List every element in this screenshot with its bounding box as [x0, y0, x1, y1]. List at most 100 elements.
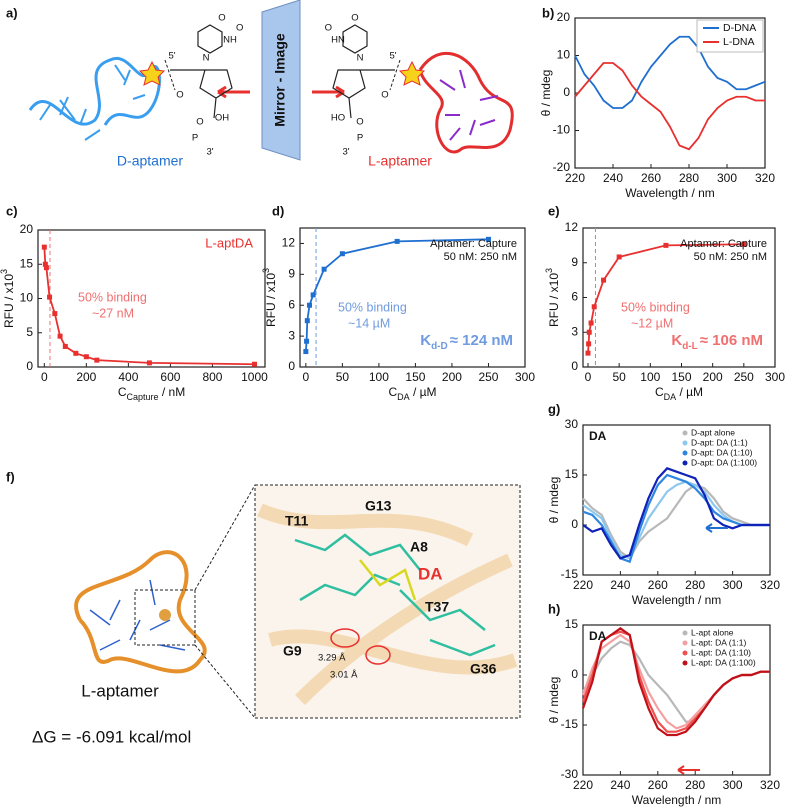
- y-tick-label: -30: [561, 767, 579, 781]
- legend-marker: [682, 650, 688, 656]
- mirror-label: Mirror - Image: [272, 33, 288, 127]
- x-axis-label: Wavelength / nm: [632, 593, 722, 607]
- x-tick-label: 240: [610, 778, 630, 792]
- y-axis-label-main: θ / mdeg: [547, 477, 561, 524]
- data-point: [62, 343, 68, 349]
- residue-label: G9: [283, 643, 302, 659]
- residue-label: T37: [425, 599, 449, 615]
- residue-label: G36: [470, 661, 497, 677]
- chem-label: O: [176, 90, 183, 101]
- panel-label: f): [6, 469, 15, 484]
- chem-label: O: [236, 23, 243, 34]
- x-tick-label: 150: [671, 370, 691, 384]
- l-star: [398, 60, 426, 86]
- y-axis-label-main: θ / mdeg: [547, 677, 561, 724]
- x-tick-label: 220: [573, 578, 593, 592]
- legend-marker: [682, 460, 688, 466]
- chem-label: O: [325, 23, 332, 34]
- legend-label: L-apt alone: [691, 627, 734, 637]
- y-axis-label: RFU / x103: [261, 268, 278, 327]
- data-point: [146, 360, 152, 366]
- x-axis-label: Wavelength / nm: [625, 186, 715, 200]
- legend-label: L-apt: DA (1:10): [691, 647, 751, 657]
- annotation: 50% binding: [621, 300, 690, 314]
- chem-label: HO: [331, 113, 345, 124]
- x-tick-label: 300: [723, 778, 743, 792]
- x-tick-label: 280: [685, 578, 705, 592]
- x-axis-label-unit: / µM: [410, 385, 437, 399]
- series-line: [574, 35, 766, 109]
- x-tick-label: 320: [760, 578, 780, 592]
- chart-label: DA: [589, 629, 607, 643]
- kd-main: K: [671, 332, 682, 349]
- chem-label: 3': [206, 147, 213, 158]
- chem-label: OH: [215, 113, 229, 124]
- data-point: [47, 294, 53, 300]
- y-tick-label: 0: [571, 359, 578, 373]
- x-axis-label-main: Wavelength / nm: [632, 793, 722, 807]
- chem-label: P: [192, 133, 198, 144]
- data-point: [251, 361, 257, 367]
- legend-marker: [682, 640, 688, 646]
- y-tick-label: 3: [288, 328, 295, 342]
- legend-label: D-apt: DA (1:1): [691, 437, 748, 447]
- data-point: [663, 242, 669, 248]
- y-tick-label: 15: [565, 467, 579, 481]
- y-tick-label: 0: [563, 85, 570, 99]
- note: 50 nM: 250 nM: [444, 251, 517, 263]
- y-tick-label: -10: [553, 123, 571, 137]
- data-point: [42, 261, 48, 267]
- x-tick-label: 1000: [241, 370, 268, 384]
- y-tick-label: 20: [20, 222, 34, 236]
- residue-label: G13: [365, 498, 392, 514]
- hbond-ring: [365, 645, 391, 665]
- y-tick-label: 15: [20, 256, 34, 270]
- y-tick-label: 15: [565, 617, 579, 631]
- y-tick-label: 12: [282, 236, 296, 250]
- backbone: [257, 503, 518, 705]
- chem-label: 5': [168, 51, 175, 62]
- y-axis-label-main: RFU / x10: [264, 273, 278, 327]
- y-tick-label: -15: [561, 567, 579, 581]
- x-axis-label: Wavelength / nm: [632, 793, 722, 807]
- y-tick-label: 10: [557, 48, 571, 62]
- panel-a-art: [28, 0, 514, 161]
- chem-label: O: [381, 90, 388, 101]
- legend-marker: [682, 440, 688, 446]
- y-axis-label: θ / mdeg: [547, 477, 561, 524]
- panel-label: b): [542, 5, 554, 20]
- x-tick-label: 250: [478, 370, 498, 384]
- y-tick-label: 0: [571, 517, 578, 531]
- energy: ΔG = -6.091 kcal/mol: [32, 727, 191, 746]
- x-axis-label: CDA / µM: [655, 385, 703, 402]
- aptamer-name: L-aptamer: [81, 681, 159, 700]
- data-point: [94, 357, 100, 363]
- x-tick-label: 600: [160, 370, 180, 384]
- x-tick-label: 100: [369, 370, 389, 384]
- annotation: ~14 µM: [348, 316, 390, 330]
- series-line: [574, 62, 765, 151]
- x-tick-label: 320: [760, 778, 780, 792]
- legend-label: L-apt: DA (1:1): [691, 637, 746, 647]
- chem-label: HN: [331, 35, 345, 46]
- legend-marker: [682, 430, 688, 436]
- data-point: [57, 333, 63, 339]
- legend-marker: [682, 660, 688, 666]
- data-point: [304, 338, 310, 344]
- x-tick-label: 200: [76, 370, 96, 384]
- x-tick-label: 260: [648, 578, 668, 592]
- chart-title: L-aptDA: [205, 235, 253, 250]
- x-tick-label: 300: [717, 171, 737, 185]
- left-nucleotide: [170, 24, 233, 119]
- x-tick-label: 220: [573, 778, 593, 792]
- legend-label: D-apt: DA (1:10): [691, 447, 753, 457]
- x-tick-label: 200: [442, 370, 462, 384]
- legend-label: L-apt: DA (1:100): [691, 657, 756, 667]
- y-axis-label-main: RFU / x10: [547, 273, 561, 327]
- y-tick-label: 0: [571, 667, 578, 681]
- chart-label: DA: [589, 429, 607, 443]
- panel-label: a): [6, 5, 18, 20]
- kd-rest: ≈ 106 nM: [700, 332, 763, 349]
- d-star: [138, 60, 166, 86]
